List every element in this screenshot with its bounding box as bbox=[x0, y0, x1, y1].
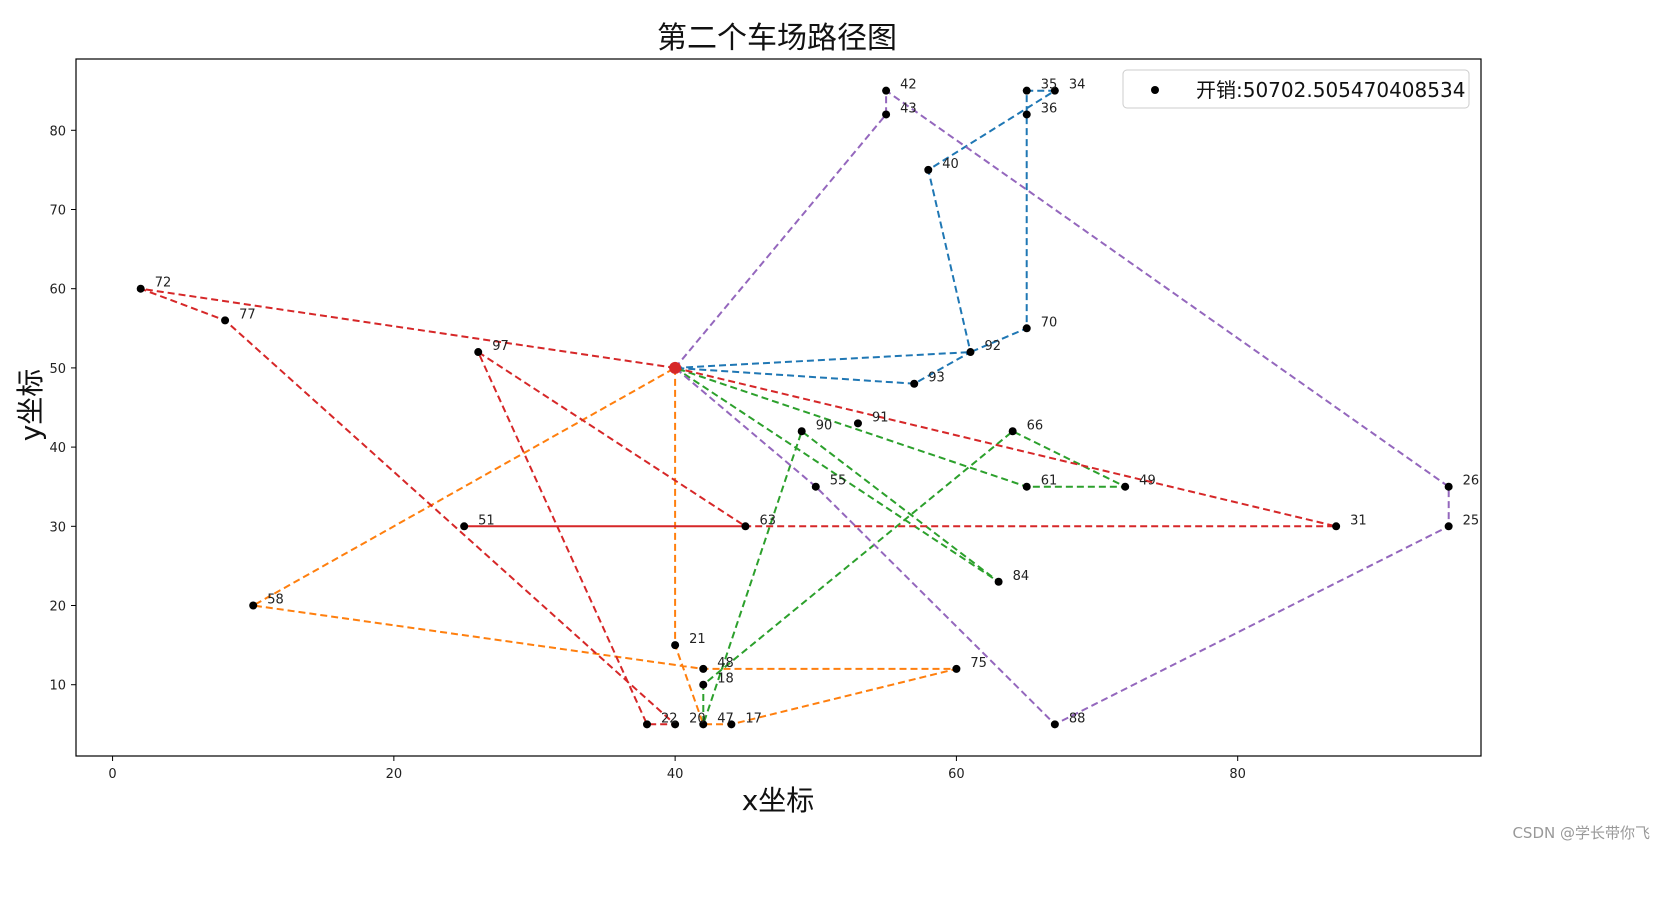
customer-point-43 bbox=[882, 110, 891, 119]
point-label-97: 97 bbox=[492, 339, 509, 354]
y-tick-label: 10 bbox=[49, 679, 66, 694]
y-tick-label: 30 bbox=[49, 520, 66, 535]
customer-point-63 bbox=[741, 522, 750, 531]
customer-point-36 bbox=[1022, 110, 1031, 119]
point-label-51: 51 bbox=[478, 513, 495, 528]
point-label-55: 55 bbox=[830, 474, 847, 489]
point-label-58: 58 bbox=[267, 593, 284, 608]
point-label-70: 70 bbox=[1041, 315, 1058, 330]
customer-point-49 bbox=[1121, 482, 1130, 491]
y-tick-label: 80 bbox=[49, 124, 66, 139]
y-tick-label: 70 bbox=[49, 203, 66, 218]
customer-point-26 bbox=[1444, 482, 1453, 491]
legend-box bbox=[1122, 69, 1470, 109]
customer-point-84 bbox=[994, 577, 1003, 586]
point-label-36: 36 bbox=[1041, 101, 1058, 116]
customer-point-97 bbox=[474, 348, 483, 357]
legend: 开销:50702.505470408534 bbox=[1122, 69, 1470, 109]
customer-point-31 bbox=[1332, 522, 1341, 531]
y-axis-label: y坐标 bbox=[14, 369, 47, 442]
point-label-88: 88 bbox=[1069, 711, 1086, 726]
customer-point-21 bbox=[671, 641, 680, 650]
point-label-47: 47 bbox=[717, 711, 734, 726]
point-label-49: 49 bbox=[1139, 474, 1156, 489]
point-label-34: 34 bbox=[1069, 78, 1086, 93]
point-label-63: 63 bbox=[759, 513, 776, 528]
point-label-92: 92 bbox=[984, 339, 1001, 354]
point-label-91: 91 bbox=[872, 410, 889, 425]
customer-point-40 bbox=[924, 165, 933, 174]
y-tick-label: 20 bbox=[49, 600, 66, 615]
point-label-77: 77 bbox=[239, 307, 256, 322]
legend-label: 开销:50702.505470408534 bbox=[1196, 78, 1465, 102]
point-label-26: 26 bbox=[1463, 474, 1480, 489]
customer-point-58 bbox=[249, 601, 258, 610]
x-tick-label: 80 bbox=[1229, 767, 1246, 782]
ticks: 0 20 40 60 80 10 20 30 40 50 60 70 80 bbox=[49, 124, 1246, 782]
point-label-31: 31 bbox=[1350, 513, 1367, 528]
point-label-25: 25 bbox=[1463, 513, 1480, 528]
x-tick-label: 0 bbox=[108, 767, 116, 782]
chart-title: 第二个车场路径图 bbox=[657, 21, 897, 56]
route-line-1 bbox=[675, 89, 1059, 385]
route-line-2 bbox=[250, 367, 957, 726]
point-label-84: 84 bbox=[1013, 569, 1030, 584]
x-axis-label: x坐标 bbox=[742, 784, 815, 817]
customer-point-90 bbox=[797, 427, 806, 436]
customer-point-70 bbox=[1022, 324, 1031, 333]
point-label-93: 93 bbox=[928, 371, 945, 386]
x-tick-label: 40 bbox=[667, 767, 684, 782]
points bbox=[136, 86, 1453, 729]
point-label-40: 40 bbox=[942, 157, 959, 172]
point-label-21: 21 bbox=[689, 632, 706, 647]
point-label-90: 90 bbox=[816, 418, 833, 433]
plot-area bbox=[75, 58, 1482, 757]
watermark: CSDN @学长带你飞 bbox=[1512, 824, 1650, 842]
point-label-35: 35 bbox=[1041, 78, 1058, 93]
y-tick-label: 50 bbox=[49, 362, 66, 377]
customer-point-55 bbox=[811, 482, 820, 491]
point-label-43: 43 bbox=[900, 101, 917, 116]
customer-point-35 bbox=[1022, 86, 1031, 95]
y-tick-label: 40 bbox=[49, 441, 66, 456]
route-line-4 bbox=[140, 287, 1337, 726]
customer-point-25 bbox=[1444, 522, 1453, 531]
point-label-42: 42 bbox=[900, 78, 917, 93]
customer-point-17 bbox=[727, 720, 736, 729]
depot-point bbox=[669, 361, 682, 374]
customer-point-92 bbox=[966, 348, 975, 357]
legend-marker bbox=[1151, 86, 1159, 94]
point-label-66: 66 bbox=[1027, 418, 1044, 433]
customer-point-77 bbox=[221, 316, 230, 325]
customer-point-61 bbox=[1022, 482, 1031, 491]
customer-point-66 bbox=[1008, 427, 1017, 436]
point-label-72: 72 bbox=[155, 276, 172, 291]
x-tick-label: 20 bbox=[386, 767, 403, 782]
customer-point-91 bbox=[853, 419, 862, 428]
point-label-17: 17 bbox=[745, 711, 762, 726]
point-label-48: 48 bbox=[717, 656, 734, 671]
customer-point-72 bbox=[136, 284, 145, 293]
customer-point-51 bbox=[460, 522, 469, 531]
point-label-22: 22 bbox=[661, 711, 678, 726]
customer-point-48 bbox=[699, 664, 708, 673]
point-label-61: 61 bbox=[1041, 474, 1058, 489]
x-tick-label: 60 bbox=[948, 767, 965, 782]
customer-point-42 bbox=[882, 86, 891, 95]
customer-point-22 bbox=[643, 720, 652, 729]
point-label-75: 75 bbox=[970, 656, 987, 671]
y-tick-label: 60 bbox=[49, 283, 66, 298]
customer-point-20 bbox=[671, 720, 680, 729]
customer-point-47 bbox=[699, 720, 708, 729]
customer-point-18 bbox=[699, 680, 708, 689]
customer-point-34 bbox=[1050, 86, 1059, 95]
point-label-20: 20 bbox=[689, 711, 706, 726]
customer-point-88 bbox=[1050, 720, 1059, 729]
customer-point-93 bbox=[910, 379, 919, 388]
customer-point-75 bbox=[952, 664, 961, 673]
point-labels: 42 43 35 34 36 40 72 77 70 97 92 93 91 90 66 55 61 49 26 51… bbox=[155, 78, 1480, 727]
point-label-18: 18 bbox=[717, 672, 734, 687]
